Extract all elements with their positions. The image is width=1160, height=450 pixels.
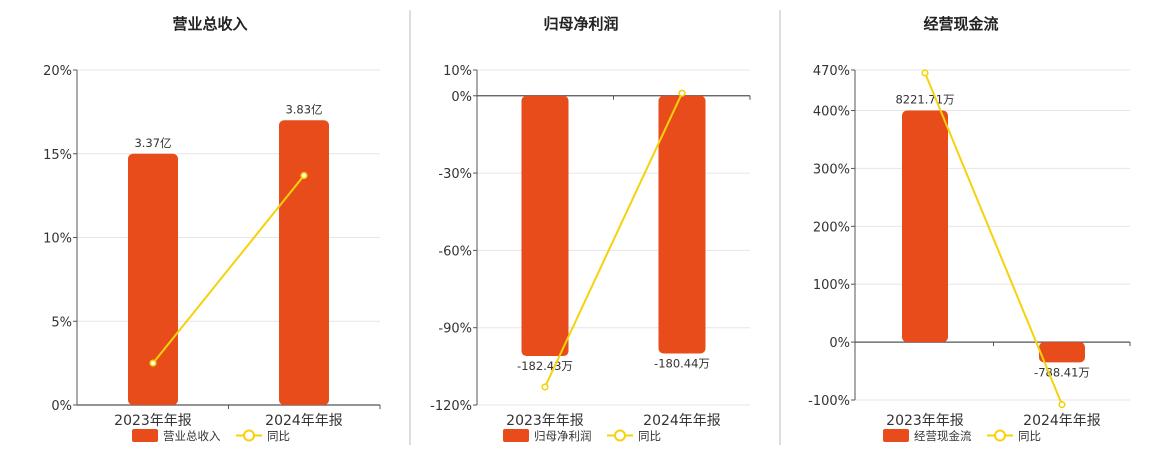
x-category-label: 2023年年报 <box>886 413 964 429</box>
bar-data-label: -788.41万 <box>1034 365 1090 379</box>
chart-title: 经营现金流 <box>923 15 998 33</box>
bar <box>521 95 569 357</box>
y-tick-label: -60% <box>438 244 472 259</box>
bar <box>658 95 706 354</box>
yoy-point <box>149 359 157 367</box>
y-tick-label: -120% <box>430 399 472 414</box>
legend-bar-label: 经营现金流 <box>914 429 972 443</box>
y-tick-label: -90% <box>438 322 472 337</box>
legend-bar-swatch <box>132 429 158 442</box>
bar <box>279 120 329 405</box>
legend-line-marker <box>994 429 1006 442</box>
yoy-point <box>921 69 929 77</box>
y-tick-label: 10% <box>43 232 72 247</box>
legend-line-label: 同比 <box>267 429 290 443</box>
x-category-label: 2024年年报 <box>1023 413 1101 429</box>
y-tick-label: 200% <box>813 220 850 235</box>
x-category-label: 2023年年报 <box>506 413 584 429</box>
bar-data-label: -180.44万 <box>654 356 710 370</box>
yoy-line <box>924 72 1063 406</box>
y-tick-label: 0% <box>829 336 850 351</box>
yoy-line <box>544 92 683 388</box>
yoy-point <box>1058 401 1066 409</box>
y-tick-label: 20% <box>43 64 72 79</box>
bar <box>902 110 948 343</box>
bar <box>128 153 178 405</box>
y-tick-label: 10% <box>443 64 472 79</box>
legend-line-label: 同比 <box>1018 429 1041 443</box>
bar-data-label: 8221.71万 <box>895 93 954 107</box>
y-tick-label: 100% <box>813 278 850 293</box>
bar-data-label: -182.43万 <box>517 359 573 373</box>
y-tick-label: -100% <box>808 394 850 409</box>
chart-title: 营业总收入 <box>172 15 247 33</box>
x-category-label: 2024年年报 <box>643 413 721 429</box>
x-category-label: 2024年年报 <box>265 413 343 429</box>
yoy-line <box>152 174 305 364</box>
y-tick-label: 470% <box>813 64 850 79</box>
bar-data-label: 3.83亿 <box>285 102 322 116</box>
chart-panel-1: 营业总收入 0% 5% 10% 15% 20% 3.37亿 3.83亿 2023年年报 2024年… <box>43 15 381 443</box>
yoy-point <box>678 89 686 97</box>
legend-bar-label: 营业总收入 <box>163 429 221 443</box>
chart-panel-2: 归母净利润 10% 0% -30% -60% -90% -120% -182.43万 -180.… <box>430 15 751 443</box>
legend-line-label: 同比 <box>638 429 661 443</box>
y-tick-label: 5% <box>51 315 72 330</box>
legend-line-marker <box>243 429 255 442</box>
y-tick-label: 400% <box>813 105 850 120</box>
legend-bar-swatch <box>883 429 909 442</box>
y-tick-label: 15% <box>43 148 72 163</box>
x-category-label: 2023年年报 <box>114 413 192 429</box>
bar-data-label: 3.37亿 <box>134 136 171 150</box>
y-tick-label: -30% <box>438 167 472 182</box>
yoy-point <box>541 383 549 391</box>
chart-panel-3: 经营现金流 470% 400% 300% 200% 100% 0% -100% 8221.71万… <box>808 15 1131 443</box>
bar <box>1039 342 1085 363</box>
legend-bar-swatch <box>503 429 529 442</box>
y-tick-label: 300% <box>813 162 850 177</box>
y-tick-label: 0% <box>451 90 472 105</box>
y-tick-label: 0% <box>51 399 72 414</box>
legend-line-marker <box>614 429 626 442</box>
yoy-point <box>300 171 308 180</box>
legend-bar-label: 归母净利润 <box>534 429 592 443</box>
chart-title: 归母净利润 <box>543 15 618 33</box>
